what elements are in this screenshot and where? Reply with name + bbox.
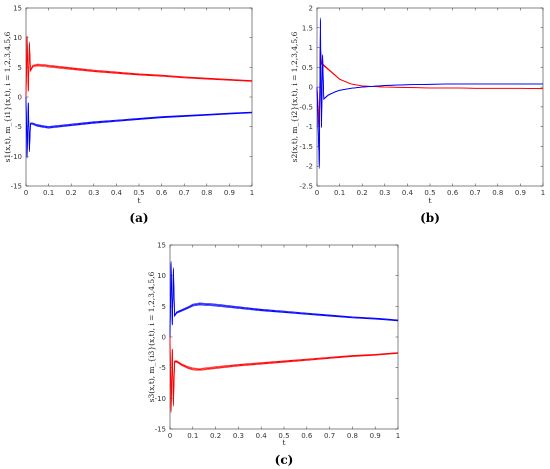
x-tick-label: 0.5: [424, 189, 435, 197]
x-tick-label: 0.4: [256, 432, 268, 440]
x-tick-label: 0.8: [347, 432, 358, 440]
y-tick-label: -2.5: [299, 183, 313, 191]
panel-caption: (a): [129, 211, 148, 225]
x-axis-label: t: [428, 196, 431, 205]
y-tick-label: 0: [309, 84, 313, 92]
x-tick-label: 0.4: [402, 189, 414, 197]
y-tick-label: 15: [13, 5, 22, 13]
y-tick-label: -15: [155, 426, 166, 434]
y-tick-label: 5: [18, 64, 22, 72]
x-tick-label: 0.7: [324, 432, 335, 440]
y-tick-label: 10: [13, 34, 22, 42]
x-tick-label: 0.3: [233, 432, 244, 440]
series-line-2-trace-2: [25, 96, 253, 159]
plot-frame: [316, 7, 544, 187]
plot-frame: [169, 244, 399, 430]
x-tick-label: 0.5: [278, 432, 289, 440]
x-tick-label: 0.9: [515, 189, 526, 197]
y-tick-label: -1: [306, 123, 313, 131]
axis-ticks: 0 0.1 0.2 0.3 0.4 0.5 0.6 0.7 0.8 0.9 1 -15 -10 -5 0 5 1…: [155, 242, 401, 441]
y-tick-label: 2: [309, 5, 313, 13]
x-tick-label: 0.2: [357, 189, 368, 197]
x-tick-label: 0.5: [133, 189, 144, 197]
x-tick-label: 0.3: [379, 189, 390, 197]
y-tick-label: -1.5: [299, 143, 313, 151]
x-tick-label: 0.1: [187, 432, 198, 440]
x-tick-label: 0.6: [156, 189, 168, 197]
series-lines: [316, 17, 544, 169]
x-tick-label: 0.9: [224, 189, 235, 197]
series-line-2-trace-2: [169, 336, 399, 413]
y-tick-label: -0.5: [299, 103, 313, 111]
x-tick-label: 0.3: [88, 189, 99, 197]
y-tick-label: 10: [157, 272, 166, 280]
axis-ticks: 0 0.1 0.2 0.3 0.4 0.5 0.6 0.7 0.8 0.9 1 -15 -10 -5 0 5 1…: [11, 5, 255, 198]
y-tick-label: 1: [309, 44, 313, 52]
x-tick-label: 0.2: [210, 432, 221, 440]
x-tick-label: 0.2: [66, 189, 77, 197]
x-tick-label: 0.1: [43, 189, 54, 197]
y-tick-label: 5: [162, 303, 166, 311]
y-tick-label: -10: [11, 153, 22, 161]
x-tick-label: 0: [168, 432, 172, 440]
y-tick-label: 0.5: [302, 64, 313, 72]
axis-ticks: 0 0.1 0.2 0.3 0.4 0.5 0.6 0.7 0.8 0.9 1 -2.5 -2 -1.5 -…: [299, 5, 545, 198]
y-tick-label: 1.5: [302, 24, 313, 32]
x-tick-label: 0: [315, 189, 319, 197]
x-axis-label: t: [137, 196, 140, 205]
y-tick-label: 0: [18, 94, 22, 102]
y-tick-label: -10: [155, 395, 166, 403]
plot-frame: [25, 7, 253, 187]
x-tick-label: 0.9: [370, 432, 381, 440]
x-tick-label: 0.8: [492, 189, 503, 197]
y-tick-label: -5: [159, 364, 166, 372]
panel-caption: (c): [275, 453, 294, 467]
y-tick-label: -5: [15, 123, 22, 131]
series-line-2-trace-2: [316, 17, 543, 169]
series-lines: [25, 35, 253, 159]
y-axis-label: s2(x,t), m_{i2}(x,t), i = 1,2,3,4,5,6: [290, 31, 299, 162]
series-line-1-trace-2: [316, 46, 544, 128]
x-tick-label: 0.7: [179, 189, 190, 197]
y-tick-label: 0: [162, 334, 166, 342]
chart-panel-a: 0 0.1 0.2 0.3 0.4 0.5 0.6 0.7 0.8 0.9 1 -15 -10 -5 0 5 1…: [3, 5, 254, 226]
x-tick-label: 0.6: [447, 189, 459, 197]
y-tick-label: -15: [11, 183, 22, 191]
x-axis-label: t: [282, 438, 285, 447]
series-line-1-trace-2: [169, 261, 399, 338]
chart-panel-c: 0 0.1 0.2 0.3 0.4 0.5 0.6 0.7 0.8 0.9 1 -15 -10 -5 0 5 1…: [147, 242, 400, 468]
x-tick-label: 1: [541, 189, 545, 197]
x-tick-label: 0.8: [201, 189, 212, 197]
x-tick-label: 0.6: [301, 432, 313, 440]
series-line-1-trace-2: [25, 35, 253, 98]
y-axis-label: s1(x,t), m_{i1}(x,t), i = 1,2,3,4,5,6: [3, 31, 12, 162]
panel-caption: (b): [420, 211, 440, 225]
x-tick-label: 1: [250, 189, 254, 197]
chart-panel-b: 0 0.1 0.2 0.3 0.4 0.5 0.6 0.7 0.8 0.9 1 -2.5 -2 -1.5 -…: [290, 5, 545, 226]
x-tick-label: 1: [396, 432, 400, 440]
x-tick-label: 0: [24, 189, 28, 197]
y-tick-label: 15: [157, 242, 166, 250]
x-tick-label: 0.7: [470, 189, 481, 197]
x-tick-label: 0.1: [334, 189, 345, 197]
series-lines: [169, 261, 399, 413]
x-tick-label: 0.4: [111, 189, 123, 197]
y-tick-label: -2: [306, 163, 313, 171]
y-axis-label: s3(x,t), m_{i3}(x,t), i = 1,2,3,4,5,6: [147, 271, 156, 402]
